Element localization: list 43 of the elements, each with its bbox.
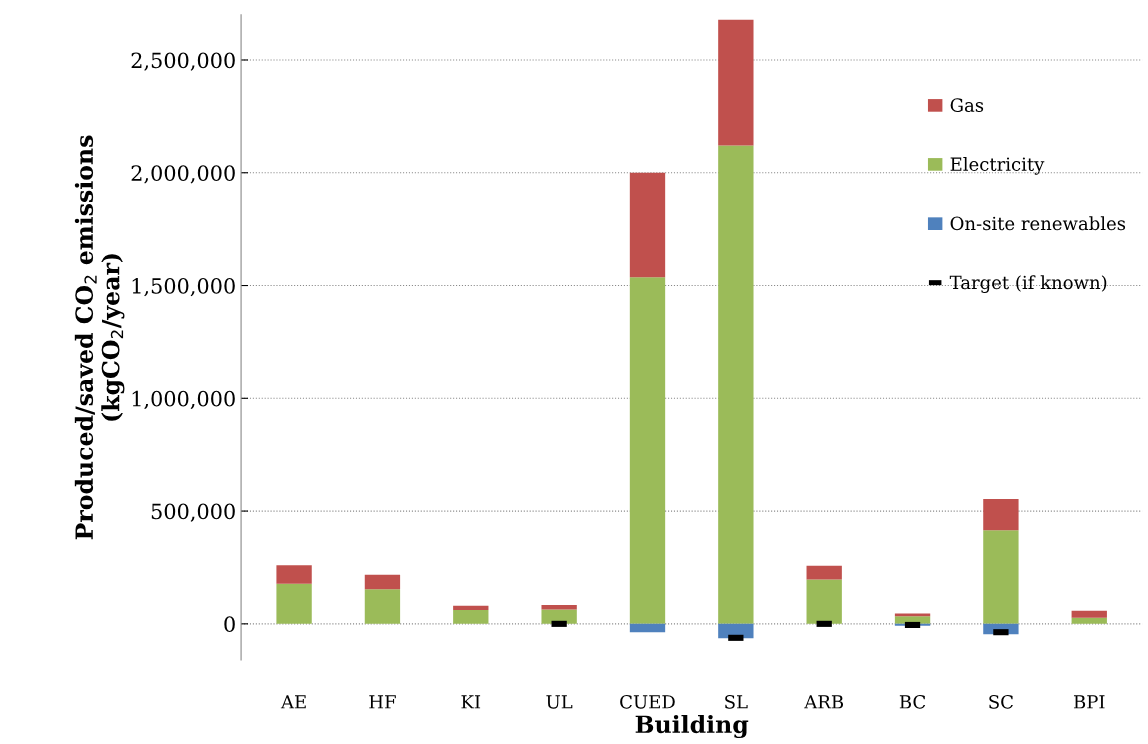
y-tick-label: 2,000,000 (131, 165, 235, 184)
bar (806, 565, 842, 580)
bar (1071, 610, 1107, 618)
bar (894, 613, 931, 617)
y-tick-label: 1,000,000 (132, 390, 235, 410)
text: Produced/saved CO$_{2}$ emissions (kgCO$_{2}$/year) (74, 135, 125, 540)
x-tick-label: BC (899, 694, 926, 709)
legend-label: Gas (950, 98, 984, 112)
y-tick-label: 0 (224, 616, 235, 633)
x-tick-label: AE (280, 695, 306, 709)
y-tick-label: 2,500,000 (131, 52, 235, 71)
bar (718, 623, 754, 639)
legend-label: On-site renewables (950, 216, 1126, 231)
bar (541, 609, 577, 624)
y-tick-label: 1,500,000 (132, 277, 235, 297)
legend-label: Target (if known) (949, 275, 1107, 293)
legend-label: Electricity (950, 157, 1045, 175)
bar (364, 589, 401, 624)
x-tick-label: HF (369, 695, 396, 709)
bar (453, 610, 489, 624)
bar (629, 623, 666, 633)
bar (983, 499, 1019, 531)
bar (718, 19, 754, 146)
x-tick-label: UL (546, 695, 573, 709)
x-axis-title: Building (635, 714, 749, 739)
x-tick-label: KI (461, 695, 481, 709)
x-tick-label: SL (725, 694, 748, 709)
x-tick-label: BPI (1073, 695, 1105, 709)
bar (453, 605, 489, 611)
bar (629, 277, 666, 624)
bar (1071, 617, 1107, 624)
bar (629, 172, 666, 278)
bar (806, 579, 842, 624)
bar (983, 530, 1019, 624)
y-tick-label: 500,000 (151, 503, 235, 522)
x-tick-label: CUED (620, 694, 675, 709)
bar (718, 145, 754, 624)
bar (541, 605, 577, 610)
x-tick-label: SC (989, 694, 1013, 709)
bar (276, 565, 312, 584)
x-tick-label: ARB (804, 695, 844, 709)
bar (364, 574, 401, 590)
bar (276, 583, 312, 624)
